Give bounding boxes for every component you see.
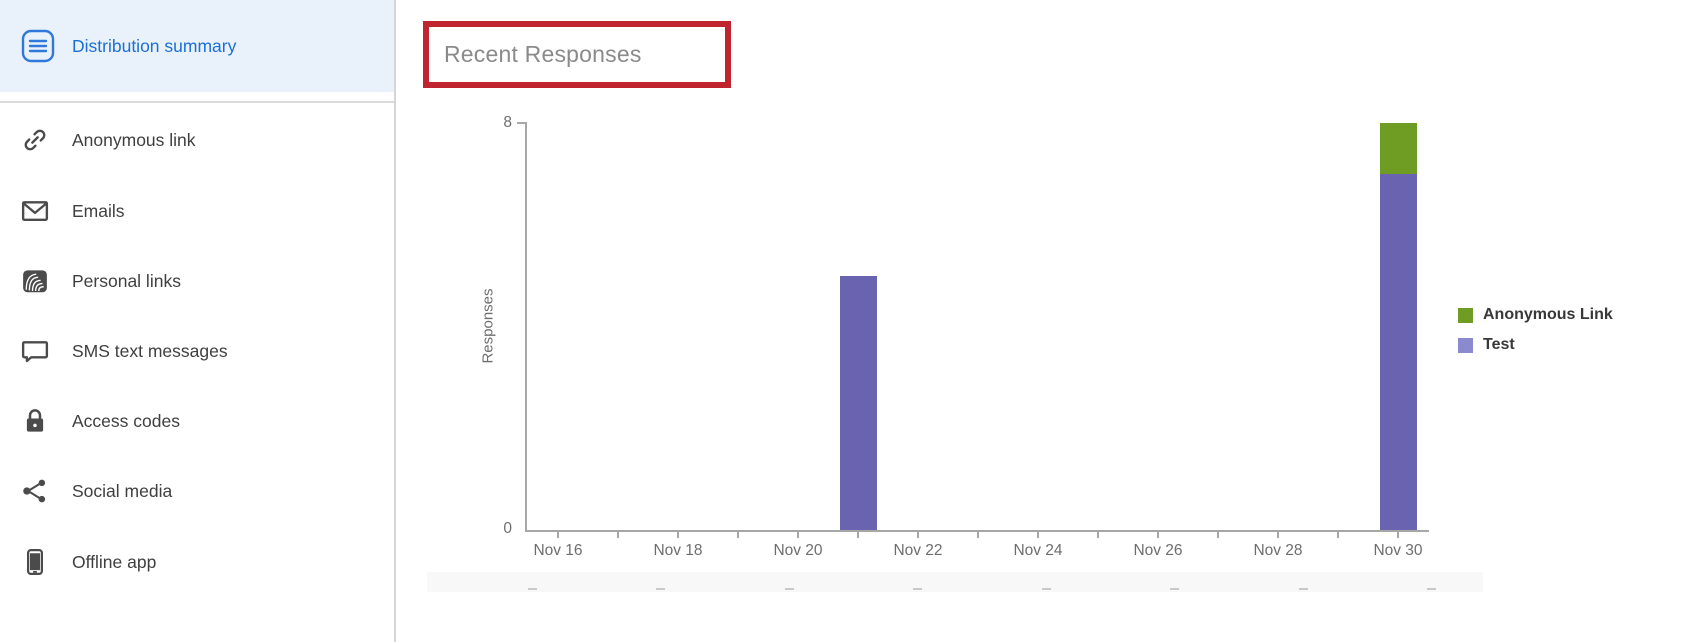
legend-swatch bbox=[1458, 307, 1473, 323]
legend-swatch bbox=[1458, 337, 1473, 353]
link-icon bbox=[18, 123, 52, 157]
x-axis-tick bbox=[977, 532, 979, 538]
y-axis-line bbox=[525, 122, 527, 531]
x-tick-label: Nov 16 bbox=[533, 542, 583, 559]
x-axis-tick bbox=[737, 532, 739, 538]
legend-item-anonymous-link[interactable]: Anonymous Link bbox=[1458, 300, 1613, 330]
sidebar-item-sms-text-messages[interactable]: SMS text messages bbox=[0, 316, 394, 386]
sidebar-item-personal-links[interactable]: Personal links bbox=[0, 246, 394, 316]
sidebar-item-label: Personal links bbox=[72, 270, 181, 291]
navigator-tick bbox=[913, 588, 922, 590]
navigator-tick bbox=[528, 588, 537, 590]
navigator-tick bbox=[656, 588, 665, 590]
sidebar-item-label: SMS text messages bbox=[72, 340, 228, 361]
sidebar-item-label: Anonymous link bbox=[72, 129, 196, 150]
sidebar-item-distribution-summary[interactable]: Distribution summary bbox=[0, 0, 394, 92]
annotation-highlight-box: Recent Responses bbox=[423, 21, 731, 88]
legend-item-test[interactable]: Test bbox=[1458, 330, 1613, 360]
chart-legend: Anonymous Link Test bbox=[1458, 300, 1613, 360]
mobile-icon bbox=[18, 545, 52, 579]
x-axis-tick bbox=[617, 532, 619, 538]
x-tick-label: Nov 20 bbox=[773, 542, 823, 559]
fingerprint-icon bbox=[18, 264, 52, 298]
sidebar-divider bbox=[0, 101, 394, 103]
x-tick-label: Nov 28 bbox=[1253, 542, 1303, 559]
sidebar-item-label: Offline app bbox=[72, 551, 157, 572]
navigator-tick bbox=[1427, 588, 1436, 590]
x-tick-label: Nov 26 bbox=[1133, 542, 1183, 559]
speech-bubble-icon bbox=[18, 334, 52, 368]
x-axis-line bbox=[525, 530, 1429, 532]
sidebar-item-social-media[interactable]: Social media bbox=[0, 456, 394, 526]
sidebar-item-label: Access codes bbox=[72, 410, 180, 431]
x-axis-tick bbox=[1277, 532, 1279, 538]
x-axis-tick bbox=[917, 532, 919, 538]
section-title: Recent Responses bbox=[444, 41, 642, 67]
sidebar: Distribution summary Anonymous link Emai… bbox=[0, 0, 394, 642]
menu-icon bbox=[21, 29, 55, 63]
x-tick-label: Nov 18 bbox=[653, 542, 703, 559]
x-axis-tick bbox=[1037, 532, 1039, 538]
x-axis-tick bbox=[1397, 532, 1399, 538]
x-axis-tick bbox=[1337, 532, 1339, 538]
x-axis-tick bbox=[677, 532, 679, 538]
x-axis-tick bbox=[1097, 532, 1099, 538]
x-axis-tick bbox=[857, 532, 859, 538]
x-tick-label: Nov 30 bbox=[1373, 542, 1423, 559]
envelope-icon bbox=[18, 194, 52, 228]
chart-navigator-strip[interactable] bbox=[427, 572, 1483, 592]
x-axis-tick bbox=[1217, 532, 1219, 538]
x-axis-tick bbox=[1157, 532, 1159, 538]
navigator-tick bbox=[1042, 588, 1051, 590]
navigator-tick bbox=[1299, 588, 1308, 590]
sidebar-item-emails[interactable]: Emails bbox=[0, 176, 394, 246]
lock-icon bbox=[18, 404, 52, 438]
sidebar-item-access-codes[interactable]: Access codes bbox=[0, 386, 394, 456]
navigator-tick bbox=[1170, 588, 1179, 590]
y-axis-title: Responses bbox=[479, 288, 497, 364]
x-tick-label: Nov 22 bbox=[893, 542, 943, 559]
bar-segment-test[interactable] bbox=[1380, 174, 1417, 530]
sidebar-item-label: Distribution summary bbox=[72, 35, 237, 56]
share-icon bbox=[18, 474, 52, 508]
sidebar-item-offline-app[interactable]: Offline app bbox=[0, 527, 394, 597]
y-tick-label-max: 8 bbox=[503, 114, 512, 131]
x-axis-tick bbox=[557, 532, 559, 538]
sidebar-item-label: Emails bbox=[72, 200, 125, 221]
sidebar-item-anonymous-link[interactable]: Anonymous link bbox=[0, 105, 394, 175]
bar-segment-test[interactable] bbox=[840, 276, 877, 530]
bar-segment-anonymous-link[interactable] bbox=[1380, 123, 1417, 174]
y-axis-top-tick bbox=[517, 122, 525, 124]
navigator-tick bbox=[785, 588, 794, 590]
x-tick-label: Nov 24 bbox=[1013, 542, 1063, 559]
legend-label: Anonymous Link bbox=[1483, 306, 1613, 323]
panel-divider bbox=[394, 0, 396, 642]
y-tick-label-zero: 0 bbox=[503, 520, 512, 537]
x-axis-tick bbox=[797, 532, 799, 538]
legend-label: Test bbox=[1483, 336, 1515, 353]
sidebar-item-label: Social media bbox=[72, 480, 173, 501]
